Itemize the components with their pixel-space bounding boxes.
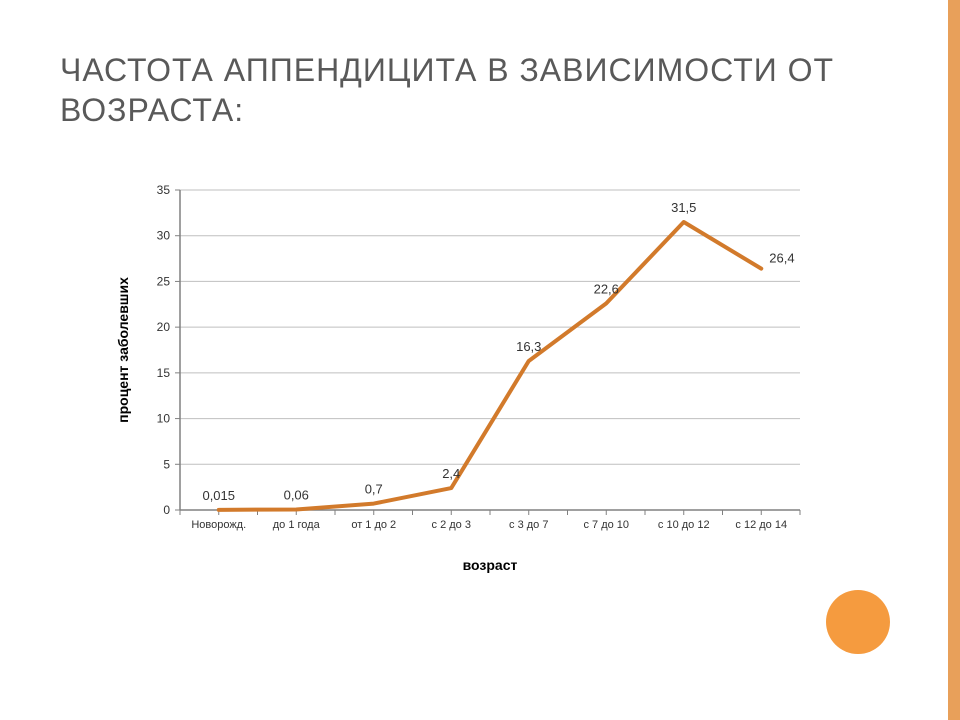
y-tick-label: 10 — [157, 412, 171, 426]
slide: ЧАСТОТА АППЕНДИЦИТА В ЗАВИСИМОСТИ ОТ ВОЗ… — [0, 0, 960, 720]
x-category-label: с 2 до 3 — [432, 519, 471, 531]
accent-circle — [826, 590, 890, 654]
y-axis-title: процент заболевших — [115, 277, 131, 423]
data-point-label: 2,4 — [442, 466, 460, 481]
data-point-label: 0,06 — [284, 487, 309, 502]
x-category-label: от 1 до 2 — [351, 519, 396, 531]
x-category-label: до 1 года — [273, 519, 321, 531]
y-tick-label: 0 — [163, 503, 170, 517]
data-point-label: 22,6 — [594, 281, 619, 296]
y-tick-label: 5 — [163, 457, 170, 471]
x-category-label: с 7 до 10 — [583, 519, 629, 531]
accent-rail — [948, 0, 960, 720]
x-category-label: Новорожд. — [191, 519, 246, 531]
line-chart: 0 5 10 15 20 25 30 35 Новорожд. до 1 года от 1 до… — [100, 180, 820, 610]
xticks-group: Новорожд. до 1 года от 1 до 2 с 2 до 3 с 3 д… — [191, 519, 787, 531]
yticks-group: 0 5 10 15 20 25 30 35 — [157, 183, 171, 517]
y-tick-label: 20 — [157, 320, 171, 334]
data-point-label: 0,015 — [202, 488, 235, 503]
series-line — [219, 222, 762, 510]
x-category-label: с 3 до 7 — [509, 519, 548, 531]
axes-group — [175, 190, 800, 515]
y-tick-label: 30 — [157, 229, 171, 243]
y-tick-label: 25 — [157, 274, 171, 288]
series-group — [219, 222, 762, 510]
chart-container: 0 5 10 15 20 25 30 35 Новорожд. до 1 года от 1 до… — [100, 180, 820, 610]
y-tick-label: 15 — [157, 366, 171, 380]
x-category-label: с 10 до 12 — [658, 519, 710, 531]
data-point-label: 0,7 — [365, 482, 383, 497]
slide-title: ЧАСТОТА АППЕНДИЦИТА В ЗАВИСИМОСТИ ОТ ВОЗ… — [60, 50, 880, 130]
data-point-label: 31,5 — [671, 200, 696, 215]
data-point-label: 16,3 — [516, 339, 541, 354]
y-tick-label: 35 — [157, 183, 171, 197]
datalabels-group: 0,015 0,06 0,7 2,4 16,3 22,6 31,5 26,4 — [202, 200, 794, 503]
x-category-label: с 12 до 14 — [735, 519, 787, 531]
x-axis-title: возраст — [463, 557, 518, 573]
data-point-label: 26,4 — [769, 251, 794, 266]
